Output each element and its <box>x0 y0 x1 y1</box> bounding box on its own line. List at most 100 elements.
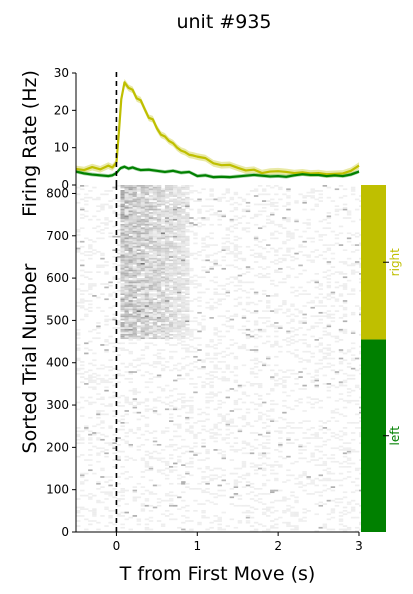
raster-cell <box>152 320 158 323</box>
raster-cell <box>217 433 222 436</box>
raster-cell <box>120 205 125 208</box>
raster-cell <box>124 289 129 292</box>
raster-cell <box>160 271 166 274</box>
raster-cell <box>274 193 279 196</box>
raster-cell <box>350 491 356 494</box>
raster-cell <box>120 394 125 397</box>
raster-cell <box>148 283 154 285</box>
raster-cell <box>177 271 182 274</box>
raster-cell <box>201 428 206 431</box>
raster-cell <box>221 455 226 458</box>
raster-cell <box>266 306 271 309</box>
raster-cell <box>104 506 109 509</box>
raster-cell <box>326 518 332 521</box>
raster-cell <box>241 257 247 260</box>
raster-cell <box>302 359 307 362</box>
raster-cell <box>181 315 186 318</box>
raster-cell <box>144 489 150 492</box>
raster-cell <box>156 217 162 219</box>
raster-cell <box>213 503 218 505</box>
raster-cell <box>152 311 158 314</box>
raster-cell <box>338 369 344 372</box>
raster-cell <box>148 262 154 265</box>
raster-cell <box>116 374 121 377</box>
raster-cell <box>278 455 283 458</box>
raster-cell <box>140 335 146 338</box>
raster-cell <box>318 315 324 318</box>
raster-cell <box>120 245 125 248</box>
raster-cell <box>249 449 255 451</box>
raster-cell <box>124 489 129 492</box>
raster-cell <box>156 325 162 328</box>
raster-cell <box>189 396 194 399</box>
raster-cell <box>261 401 267 404</box>
raster-cell <box>124 306 129 309</box>
raster-cell <box>286 394 291 397</box>
raster-cell <box>104 203 109 206</box>
raster-cell <box>132 230 138 233</box>
raster-cell <box>160 193 166 196</box>
raster-cell <box>322 185 328 187</box>
raster-cell <box>152 333 158 336</box>
raster-cell <box>205 244 210 246</box>
raster-cell <box>177 291 182 294</box>
raster-cell <box>310 240 315 243</box>
raster-cell <box>318 235 324 238</box>
raster-cell <box>148 306 154 309</box>
raster-cell <box>193 433 198 436</box>
raster-cell <box>266 301 271 304</box>
series-line-right <box>75 81 360 176</box>
raster-cell <box>108 521 113 524</box>
raster-cell <box>136 339 142 341</box>
raster-cell <box>177 322 182 324</box>
raster-cell <box>177 234 182 236</box>
raster-cell <box>189 208 194 211</box>
raster-cell <box>350 193 356 196</box>
raster-cell <box>156 361 162 363</box>
raster-cell <box>294 201 299 204</box>
raster-cell <box>104 389 109 392</box>
raster-cell <box>245 245 251 248</box>
raster-cell <box>225 482 231 485</box>
raster-cell <box>80 494 85 497</box>
raster-cell <box>185 320 190 323</box>
raster-cell <box>148 230 154 233</box>
raster-cell <box>217 367 222 370</box>
raster-cell <box>156 315 162 318</box>
raster-cell <box>104 190 109 192</box>
raster-cell <box>217 223 222 226</box>
raster-cell <box>177 232 182 235</box>
raster-cell <box>173 208 178 211</box>
raster-cell <box>124 191 129 194</box>
raster-cell <box>302 516 307 519</box>
raster-cell <box>298 518 303 521</box>
raster-cell <box>189 267 194 270</box>
raster-cell <box>120 318 125 321</box>
raster-cell <box>342 491 348 494</box>
raster-cell <box>124 205 129 208</box>
raster-cell <box>221 379 226 382</box>
raster-cell <box>189 190 194 192</box>
raster-cell <box>132 279 138 282</box>
raster-cell <box>124 195 129 197</box>
raster-cell <box>253 293 259 296</box>
raster-cell <box>201 269 206 272</box>
raster-cell <box>314 491 319 494</box>
raster-cell <box>298 401 303 404</box>
raster-cell <box>136 369 142 372</box>
raster-cell <box>144 518 150 521</box>
raster-cell <box>266 215 271 218</box>
raster-cell <box>96 327 101 329</box>
raster-cell <box>185 286 190 289</box>
raster-cell <box>274 330 279 333</box>
raster-cell <box>185 300 190 302</box>
raster-cell <box>96 447 101 450</box>
raster-cell <box>185 220 190 223</box>
raster-cell <box>229 281 235 284</box>
raster-cell <box>116 457 121 460</box>
raster-cell <box>245 210 251 213</box>
raster-cell <box>152 188 158 191</box>
raster-cell <box>160 251 166 253</box>
raster-cell <box>140 208 146 211</box>
raster-cell <box>140 218 146 221</box>
